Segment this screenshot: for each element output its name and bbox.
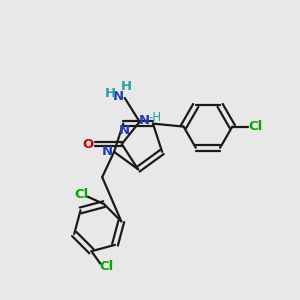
Text: Cl: Cl bbox=[74, 188, 88, 201]
Text: Cl: Cl bbox=[248, 120, 262, 133]
Text: H: H bbox=[104, 87, 116, 100]
Text: N: N bbox=[102, 146, 113, 158]
Text: N: N bbox=[139, 114, 150, 127]
Text: H: H bbox=[121, 80, 132, 93]
Text: N: N bbox=[112, 90, 124, 103]
Text: -H: -H bbox=[148, 111, 161, 124]
Text: Cl: Cl bbox=[100, 260, 114, 273]
Text: O: O bbox=[83, 138, 94, 151]
Text: N: N bbox=[118, 124, 129, 137]
